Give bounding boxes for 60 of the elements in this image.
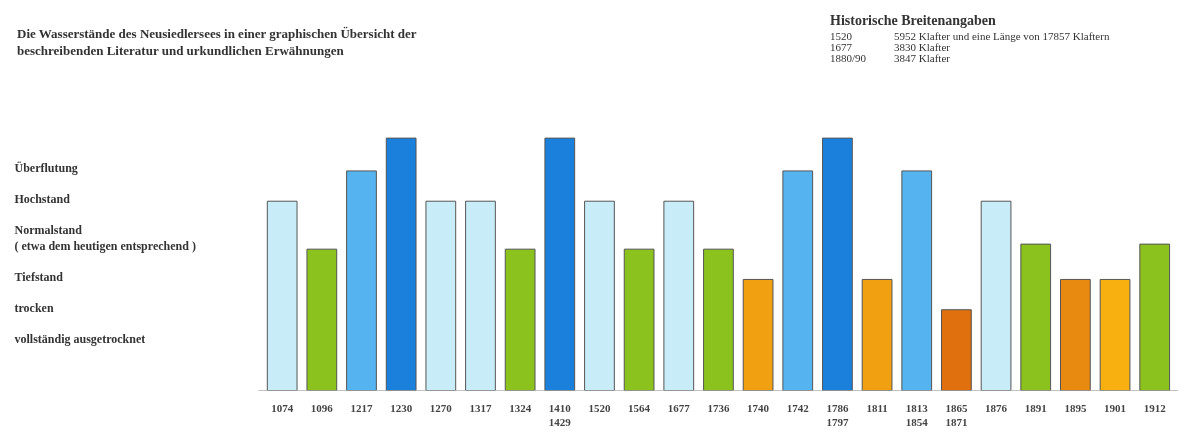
- bar: [782, 170, 814, 391]
- bar: [346, 170, 377, 391]
- x-tick-label: 1736: [707, 401, 730, 414]
- x-tick-label: 1865 1871: [945, 401, 968, 428]
- x-tick-label: 1324: [509, 401, 532, 414]
- text: 1880/90: [830, 52, 868, 64]
- bar: [385, 137, 417, 391]
- bar: [465, 200, 496, 391]
- bar: [742, 278, 774, 391]
- x-tick-label: 1270: [429, 401, 453, 414]
- bar: [504, 248, 536, 391]
- bar: [1139, 243, 1171, 391]
- bar: [306, 248, 338, 391]
- text: Hochstand: [14, 191, 71, 206]
- text: Historische Breitenangaben: [830, 12, 997, 30]
- x-tick-label: 1813 1854: [905, 401, 929, 428]
- x-tick-label: 1740: [747, 401, 770, 414]
- x-tick-label: 1677: [667, 401, 691, 414]
- bar: [1060, 278, 1091, 391]
- x-tick-label: 1811: [866, 401, 888, 414]
- bar: [623, 248, 655, 391]
- bar: [980, 200, 1012, 391]
- chart-title: Die Wasserstände des Neusiedlersees in einer graphischen Übersicht der beschreibenden Literatur und urkundlichen Erwähnungen: [16, 25, 417, 59]
- bar: [901, 170, 933, 391]
- bar: [822, 137, 853, 391]
- bar: [425, 200, 457, 391]
- text: 3830 Klafter: [894, 41, 951, 53]
- bar: [663, 200, 695, 391]
- text: vollständig ausgetrocknet: [14, 331, 146, 346]
- x-tick-label: 1230: [390, 401, 413, 414]
- x-tick-label: 1410 1429: [548, 401, 572, 428]
- x-tick-label: 1891: [1024, 401, 1047, 414]
- bar: [861, 278, 893, 391]
- x-tick-label: 1564: [628, 401, 651, 414]
- x-tick-label: 1520: [588, 401, 611, 414]
- text: 1520: [830, 30, 853, 42]
- text: 5952 Klafter und eine Länge von 17857 Klaftern: [894, 30, 1111, 42]
- x-tick-label: 1786 1797: [826, 401, 849, 428]
- bar: [544, 137, 576, 391]
- bar: [1099, 278, 1131, 391]
- x-tick-label: 1096: [310, 401, 334, 414]
- bar: [584, 200, 615, 391]
- bar: [941, 309, 972, 391]
- x-tick-label: 1876: [985, 401, 1008, 414]
- bar: [266, 200, 298, 391]
- text: Tiefstand: [14, 269, 64, 284]
- text: Überflutung: [14, 160, 78, 175]
- text: trocken: [14, 300, 54, 315]
- text: 3847 Klafter: [894, 52, 951, 64]
- x-tick-label: 1895: [1064, 401, 1087, 414]
- x-tick-label: 1074: [271, 401, 294, 414]
- x-tick-label: 1912: [1143, 401, 1167, 414]
- bar: [1020, 243, 1052, 391]
- x-tick-label: 1742: [786, 401, 810, 414]
- text: Normalstand ( etwa dem heutigen entsprechend ): [14, 222, 196, 254]
- bar: [703, 248, 734, 391]
- x-tick-label: 1217: [350, 401, 373, 414]
- x-tick-label: 1317: [469, 401, 492, 414]
- x-tick-label: 1901: [1104, 401, 1127, 414]
- text: 1677: [830, 41, 853, 53]
